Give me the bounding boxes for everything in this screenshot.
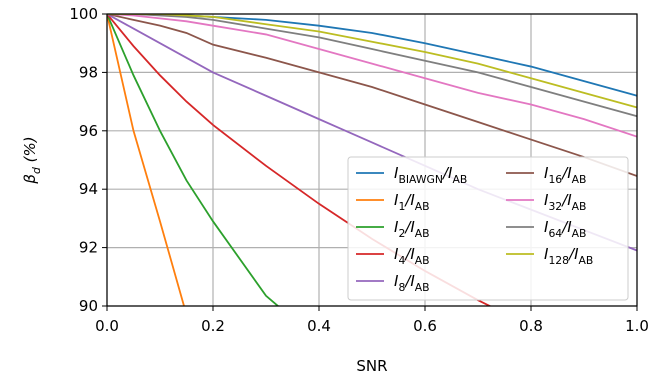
y-axis-label: βd (%) — [21, 136, 43, 184]
legend-label: IBIAWGN/IAB — [394, 164, 467, 186]
series-line — [107, 14, 637, 138]
x-tick-label: 0.0 — [95, 317, 119, 335]
x-tick-label: 1.0 — [625, 317, 649, 335]
y-tick-label: 96 — [79, 121, 98, 139]
legend-label: I4/IAB — [394, 245, 430, 267]
series-line — [107, 14, 280, 306]
legend-label: I64/IAB — [544, 218, 586, 240]
y-tick-label: 90 — [79, 297, 98, 315]
x-tick-label: 0.2 — [201, 317, 225, 335]
x-tick-label: 0.8 — [519, 317, 543, 335]
series-line — [107, 14, 637, 118]
legend: IBIAWGN/IAB I1/IAB I2/IAB I4/IAB I8/IAB I16/I… — [347, 156, 629, 301]
series-line — [107, 14, 637, 109]
plot-frame — [106, 13, 638, 307]
y-tick-label: 92 — [79, 238, 98, 256]
x-tick-label: 0.6 — [413, 317, 437, 335]
series-line — [107, 14, 637, 97]
legend-label: I32/IAB — [544, 191, 586, 213]
legend-label: I16/IAB — [544, 164, 586, 186]
x-axis-label: SNR — [356, 357, 387, 375]
axes: 0.0 0.2 0.4 0.6 0.8 1.0 90 92 94 96 98 100 SNR βd (%) — [21, 5, 649, 375]
series-line — [107, 14, 185, 306]
x-tick-label: 0.4 — [307, 317, 331, 335]
series-line — [107, 14, 637, 177]
legend-label: I128/IAB — [544, 245, 593, 267]
legend-box — [347, 156, 629, 301]
y-tick-label: 100 — [69, 5, 98, 23]
legend-label: I2/IAB — [394, 218, 430, 240]
y-tick-label: 98 — [79, 63, 98, 81]
legend-label: I1/IAB — [394, 191, 430, 213]
legend-label: I8/IAB — [394, 272, 430, 294]
y-tick-label: 94 — [79, 180, 98, 198]
